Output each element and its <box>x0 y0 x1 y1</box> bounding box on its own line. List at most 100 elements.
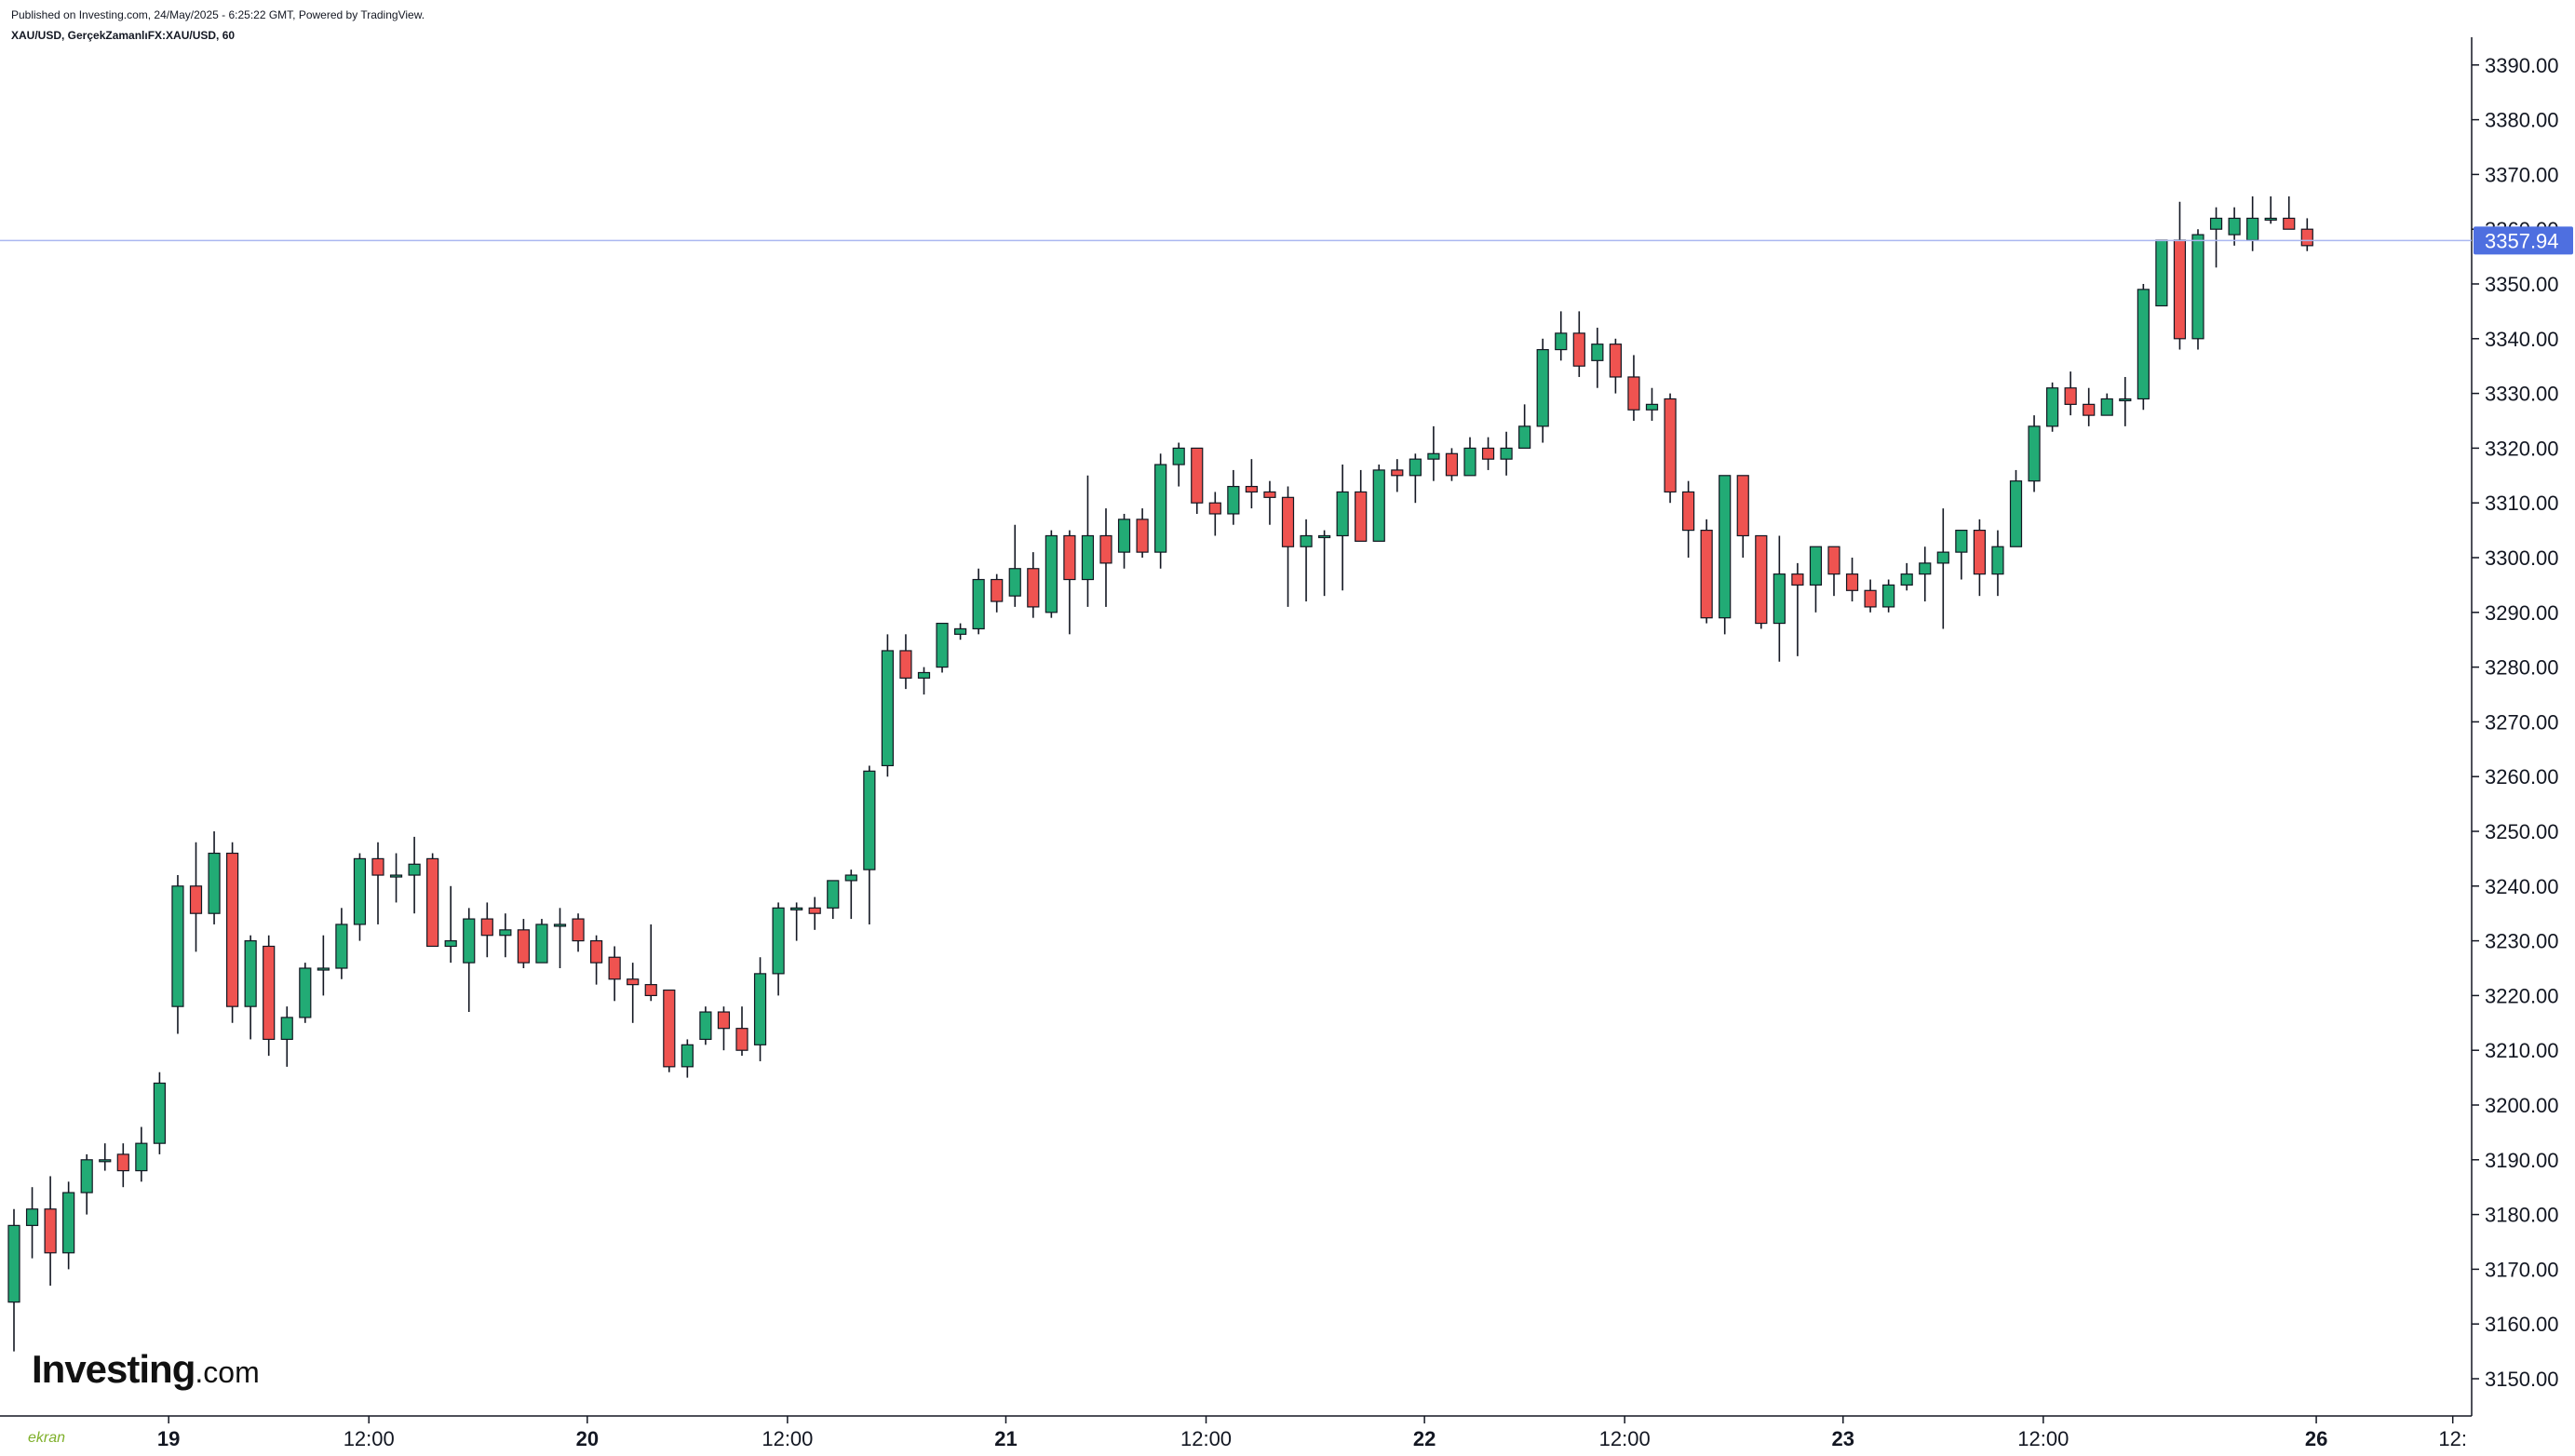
candle-body-up <box>1045 534 1058 613</box>
candle-body-down <box>2283 217 2296 230</box>
candle <box>663 989 676 1072</box>
y-tick-label: 3240.00 <box>2485 875 2559 898</box>
y-tick-label: 3350.00 <box>2485 273 2559 296</box>
candle <box>1445 448 1459 481</box>
candle <box>1919 546 1932 602</box>
candle-body-up <box>208 852 221 914</box>
candle-body-down <box>1609 344 1623 378</box>
candle-body-down <box>116 1153 129 1172</box>
candle <box>863 765 876 924</box>
candle-body-down <box>1572 332 1585 367</box>
candle-body-down <box>644 984 657 997</box>
candle <box>1719 475 1732 635</box>
candle <box>1627 355 1640 421</box>
candle <box>463 908 476 1013</box>
candle <box>1409 453 1422 504</box>
candle <box>1208 492 1221 536</box>
candle <box>627 963 640 1023</box>
candle-body-down <box>1700 529 1713 619</box>
candle-body-up <box>1227 485 1240 515</box>
candle-body-up <box>353 857 367 925</box>
candle <box>317 935 330 996</box>
candle-body-up <box>681 1044 694 1068</box>
candle-body-down <box>1755 534 1768 625</box>
y-tick-label: 3160.00 <box>2485 1313 2559 1336</box>
candle-body-up <box>917 671 931 679</box>
candle <box>1063 530 1076 635</box>
candle <box>1500 431 1513 476</box>
candle-body-up <box>80 1159 93 1193</box>
candle <box>1081 475 1095 607</box>
candle-body-down <box>1063 534 1076 581</box>
symbol-title: XAU/USD, GerçekZamanlıFX:XAU/USD, 60 <box>11 29 236 42</box>
candle <box>1755 534 1768 629</box>
candle-body-down <box>572 918 585 942</box>
candle-body-up <box>1900 573 1913 586</box>
candle <box>2137 284 2150 411</box>
candle-body-up <box>1409 458 1422 477</box>
candle <box>1154 453 1167 569</box>
candle-body-down <box>1263 491 1276 498</box>
x-tick-label: 12:00 <box>762 1427 813 1450</box>
candle-body-down <box>263 945 276 1041</box>
candle-body-up <box>1463 447 1476 477</box>
y-tick-label: 3280.00 <box>2485 656 2559 680</box>
candle <box>1008 524 1021 607</box>
last-price-marker: 3357.94 <box>0 226 2573 255</box>
candle-body-down <box>1355 491 1368 542</box>
last-price-badge <box>2474 226 2573 255</box>
x-tick-label: 20 <box>576 1427 599 1450</box>
candle-body-down <box>2173 239 2187 340</box>
candle-body-up <box>535 923 548 964</box>
published-info: Published on Investing.com, 24/May/2025 … <box>11 8 425 21</box>
candle-body-up <box>1555 332 1568 351</box>
candle <box>62 1181 75 1270</box>
candle <box>426 853 439 948</box>
candle <box>2119 376 2132 426</box>
candle <box>699 1006 712 1045</box>
candle <box>499 913 512 958</box>
candle <box>1355 469 1368 542</box>
candle <box>1664 393 1677 504</box>
candle-body-down <box>1481 447 1495 460</box>
candle <box>1791 562 1804 656</box>
candle-body-up <box>2228 217 2241 236</box>
candle-body-up <box>1317 534 1331 539</box>
x-tick-label: 12: <box>2438 1427 2467 1450</box>
candle-body-down <box>517 929 531 964</box>
candle <box>1536 338 1549 443</box>
candle <box>1991 530 2004 597</box>
candle-body-up <box>244 939 257 1007</box>
candle <box>717 1006 731 1051</box>
candle <box>444 885 457 964</box>
candle-body-up <box>2119 398 2132 402</box>
candle <box>2228 207 2241 246</box>
x-tick-label: 12:00 <box>1180 1427 1232 1450</box>
candle <box>2173 201 2187 350</box>
candle <box>1372 465 1385 542</box>
candle-body-up <box>463 918 476 964</box>
candle-body-down <box>189 885 203 914</box>
candle-body-down <box>480 918 493 937</box>
logo-suffix: .com <box>195 1355 260 1389</box>
candle-body-up <box>1591 344 1604 361</box>
candle-body-down <box>808 907 821 914</box>
candle <box>953 623 967 640</box>
candle <box>790 902 803 941</box>
x-tick-label: 12:00 <box>1599 1427 1651 1450</box>
candle <box>2191 229 2204 350</box>
candle-body-down <box>1681 491 1695 532</box>
candle-body-down <box>2300 228 2313 247</box>
candle <box>827 880 840 920</box>
candle <box>553 908 567 968</box>
y-tick-label: 3180.00 <box>2485 1204 2559 1227</box>
candle <box>1973 519 1986 597</box>
candle <box>208 831 221 924</box>
candle-body-down <box>1281 496 1295 547</box>
candle <box>1700 519 1713 624</box>
candle <box>681 1039 694 1078</box>
y-tick-label: 3320.00 <box>2485 437 2559 460</box>
candle <box>1936 508 1949 629</box>
x-tick-label: 26 <box>2305 1427 2327 1450</box>
